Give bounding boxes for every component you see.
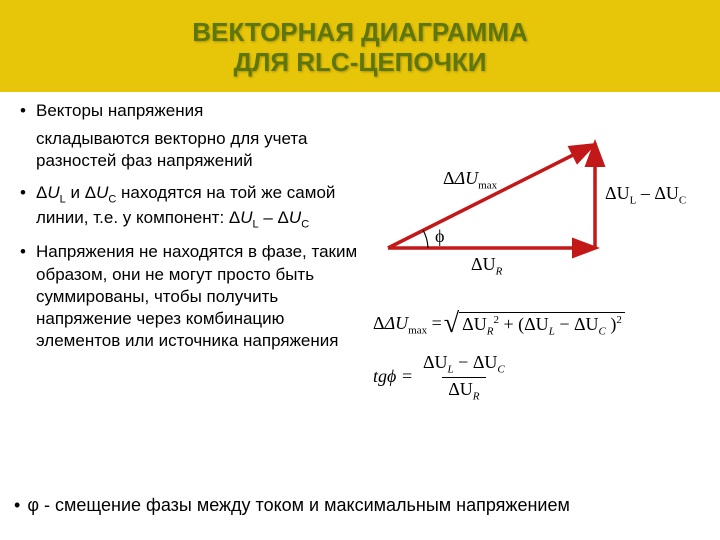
title-line-1: ВЕКТОРНАЯ ДИАГРАММА xyxy=(192,17,528,47)
bullet-1b: складываются векторно для учета разносте… xyxy=(36,129,307,170)
formulas-block: ΔΔUmax = √ ΔUR2 + (ΔUL − ΔUC )2 tgϕ = ΔU… xyxy=(365,312,700,404)
label-ur: ΔUR xyxy=(471,254,502,278)
title-line-2: ДЛЯ RLC-ЦЕПОЧКИ xyxy=(234,47,487,77)
formula-magnitude: ΔΔUmax = √ ΔUR2 + (ΔUL − ΔUC )2 xyxy=(373,312,700,339)
bullet-list: Векторы напряжения складываются векторно… xyxy=(20,100,365,352)
bullet-item-3: Напряжения не находятся в фазе, таким об… xyxy=(20,241,365,351)
formula-tangent: tgϕ = ΔUL − ΔUC ΔUR xyxy=(373,351,700,404)
footer-text: φ - смещение фазы между током и максимал… xyxy=(27,495,570,515)
label-phi: ϕ xyxy=(435,226,444,247)
footer-note: φ - смещение фазы между током и максимал… xyxy=(14,495,570,516)
bullet-item-1: Векторы напряжения складываются векторно… xyxy=(20,100,365,172)
left-column: Векторы напряжения складываются векторно… xyxy=(20,100,365,404)
vector-diagram: ΔΔUmax ΔUL – ΔUC ΔUR ϕ xyxy=(373,128,683,278)
bullet-1a: Векторы напряжения xyxy=(36,101,203,120)
bullet-item-2: ΔUL и ΔUC находятся на той же самой лини… xyxy=(20,182,365,231)
label-ul-uc: ΔUL – ΔUC xyxy=(605,183,686,207)
content-area: Векторы напряжения складываются векторно… xyxy=(0,92,720,404)
label-umax: ΔΔUmax xyxy=(443,168,497,192)
right-column: ΔΔUmax ΔUL – ΔUC ΔUR ϕ ΔΔUmax = √ ΔUR2 +… xyxy=(365,100,700,404)
slide-header: ВЕКТОРНАЯ ДИАГРАММА ДЛЯ RLC-ЦЕПОЧКИ xyxy=(0,0,720,92)
slide-title: ВЕКТОРНАЯ ДИАГРАММА ДЛЯ RLC-ЦЕПОЧКИ xyxy=(0,18,720,78)
